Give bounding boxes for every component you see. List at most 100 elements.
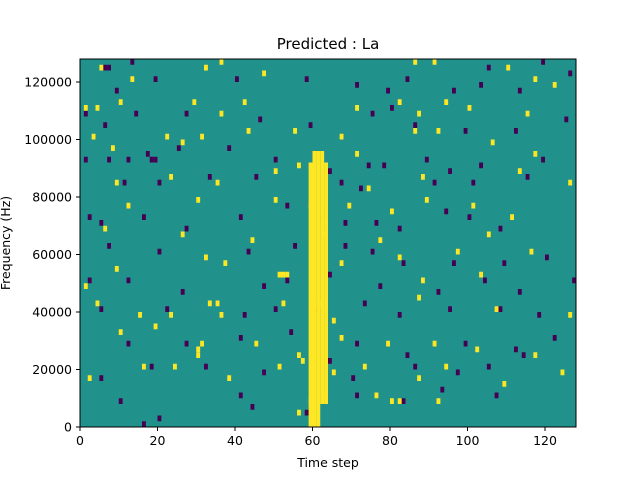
heatmap-cell-high xyxy=(130,76,135,82)
heatmap-cell-high xyxy=(479,271,483,278)
heatmap-cell-low xyxy=(521,352,526,358)
heatmap-cell-high xyxy=(374,392,379,399)
x-tick-label: 40 xyxy=(227,433,243,448)
heatmap-cell-low xyxy=(455,369,460,376)
heatmap-cell-low xyxy=(432,179,437,186)
plot-frame xyxy=(79,58,577,428)
heatmap-cell-high xyxy=(444,363,449,370)
y-tick-label: 60000 xyxy=(32,247,72,262)
heatmap-cell-high xyxy=(568,179,573,186)
heatmap-cell-high xyxy=(324,162,328,404)
heatmap-cell-low xyxy=(99,306,104,312)
heatmap-cell-low xyxy=(386,87,390,94)
heatmap-cell-high xyxy=(219,312,224,318)
heatmap-cell-low xyxy=(285,277,290,284)
heatmap-cell-low xyxy=(246,248,251,255)
heatmap-cell-low xyxy=(273,156,278,163)
heatmap-cell-low xyxy=(184,225,189,232)
heatmap-cell-low xyxy=(99,220,104,226)
heatmap-cell-high xyxy=(424,197,429,203)
heatmap-cell-high xyxy=(200,340,204,347)
heatmap-cell-low xyxy=(242,312,247,318)
heatmap-cell-low xyxy=(479,162,483,169)
heatmap-cell-low xyxy=(448,168,452,174)
y-axis-label: Frequency (Hz) xyxy=(0,196,13,290)
heatmap-cell-low xyxy=(126,156,131,163)
heatmap-cell-low xyxy=(405,76,410,82)
heatmap-cell-low xyxy=(572,277,576,284)
heatmap-cell-high xyxy=(355,105,359,111)
heatmap-cell-low xyxy=(304,76,309,82)
heatmap-cell-high xyxy=(169,174,173,180)
heatmap-cell-low xyxy=(262,283,266,289)
heatmap-cell-high xyxy=(215,179,220,186)
heatmap-cell-low xyxy=(235,76,239,82)
heatmap-cell-low xyxy=(397,225,402,232)
heatmap-cell-low xyxy=(107,156,111,163)
heatmap-cell-high xyxy=(486,231,491,238)
heatmap-cell-high xyxy=(200,133,204,140)
heatmap-cell-high xyxy=(196,346,201,353)
heatmap-cell-low xyxy=(541,59,545,65)
heatmap-cell-high xyxy=(432,340,437,347)
heatmap-cell-high xyxy=(397,254,402,261)
heatmap-cell-high xyxy=(111,145,115,151)
heatmap-cell-high xyxy=(142,363,146,370)
heatmap-cell-high xyxy=(436,128,441,134)
heatmap-cell-high xyxy=(366,185,371,192)
heatmap-cell-low xyxy=(99,375,104,381)
heatmap-cell-low xyxy=(238,392,243,399)
heatmap-cell-low xyxy=(293,243,297,249)
heatmap-cell-high xyxy=(169,312,173,318)
heatmap-cell-low xyxy=(471,179,476,186)
heatmap-cell-high xyxy=(246,128,251,134)
heatmap-cell-high xyxy=(417,294,421,301)
heatmap-cell-high xyxy=(417,375,421,381)
y-tick-label: 20000 xyxy=(32,362,72,377)
heatmap-cell-low xyxy=(304,409,309,416)
heatmap-cell-high xyxy=(285,271,290,278)
heatmap-cell-high xyxy=(436,398,441,404)
heatmap-cell-low xyxy=(118,398,123,404)
y-tick-label: 0 xyxy=(64,420,72,435)
heatmap-cell-high xyxy=(510,214,514,220)
heatmap-cell-low xyxy=(328,168,332,174)
heatmap-cell-high xyxy=(432,59,437,65)
heatmap-cell-low xyxy=(238,214,243,220)
heatmap-cell-high xyxy=(207,300,212,307)
y-tick-label: 120000 xyxy=(24,75,72,90)
heatmap-cell-low xyxy=(165,306,170,312)
x-tick-label: 0 xyxy=(76,433,84,448)
heatmap-cell-low xyxy=(502,260,507,266)
heatmap-cell-low xyxy=(517,289,522,295)
heatmap-cell-low xyxy=(157,248,162,255)
heatmap-cell-low xyxy=(157,179,162,186)
heatmap-cell-high xyxy=(506,64,511,71)
heatmap-cell-low xyxy=(355,392,359,399)
heatmap-cell-low xyxy=(258,116,263,123)
heatmap-cell-low xyxy=(374,220,379,226)
heatmap-cell-high xyxy=(219,110,224,117)
heatmap-cell-low xyxy=(339,179,344,186)
heatmap-cell-low xyxy=(122,179,127,186)
x-tick-label: 80 xyxy=(382,433,398,448)
heatmap-cell-high xyxy=(293,128,297,134)
heatmap-cell-high xyxy=(87,375,92,381)
heatmap-cell-low xyxy=(351,375,356,381)
heatmap-cell-low xyxy=(176,145,181,151)
heatmap-cell-low xyxy=(134,110,139,117)
heatmap-cell-high xyxy=(99,64,104,71)
heatmap-cell-high xyxy=(281,271,286,278)
heatmap-cell-high xyxy=(180,231,185,238)
heatmap-cell-high xyxy=(153,323,158,330)
heatmap-cell-high xyxy=(300,358,305,364)
heatmap-cell-high xyxy=(204,254,208,261)
heatmap-cell-high xyxy=(281,300,286,307)
heatmap-cell-low xyxy=(397,312,402,318)
heatmap-cell-high xyxy=(533,76,538,82)
heatmap-cell-low xyxy=(413,363,418,370)
heatmap-cell-low xyxy=(405,352,410,358)
heatmap-cell-low xyxy=(355,340,359,347)
heatmap-cell-high xyxy=(421,277,425,284)
